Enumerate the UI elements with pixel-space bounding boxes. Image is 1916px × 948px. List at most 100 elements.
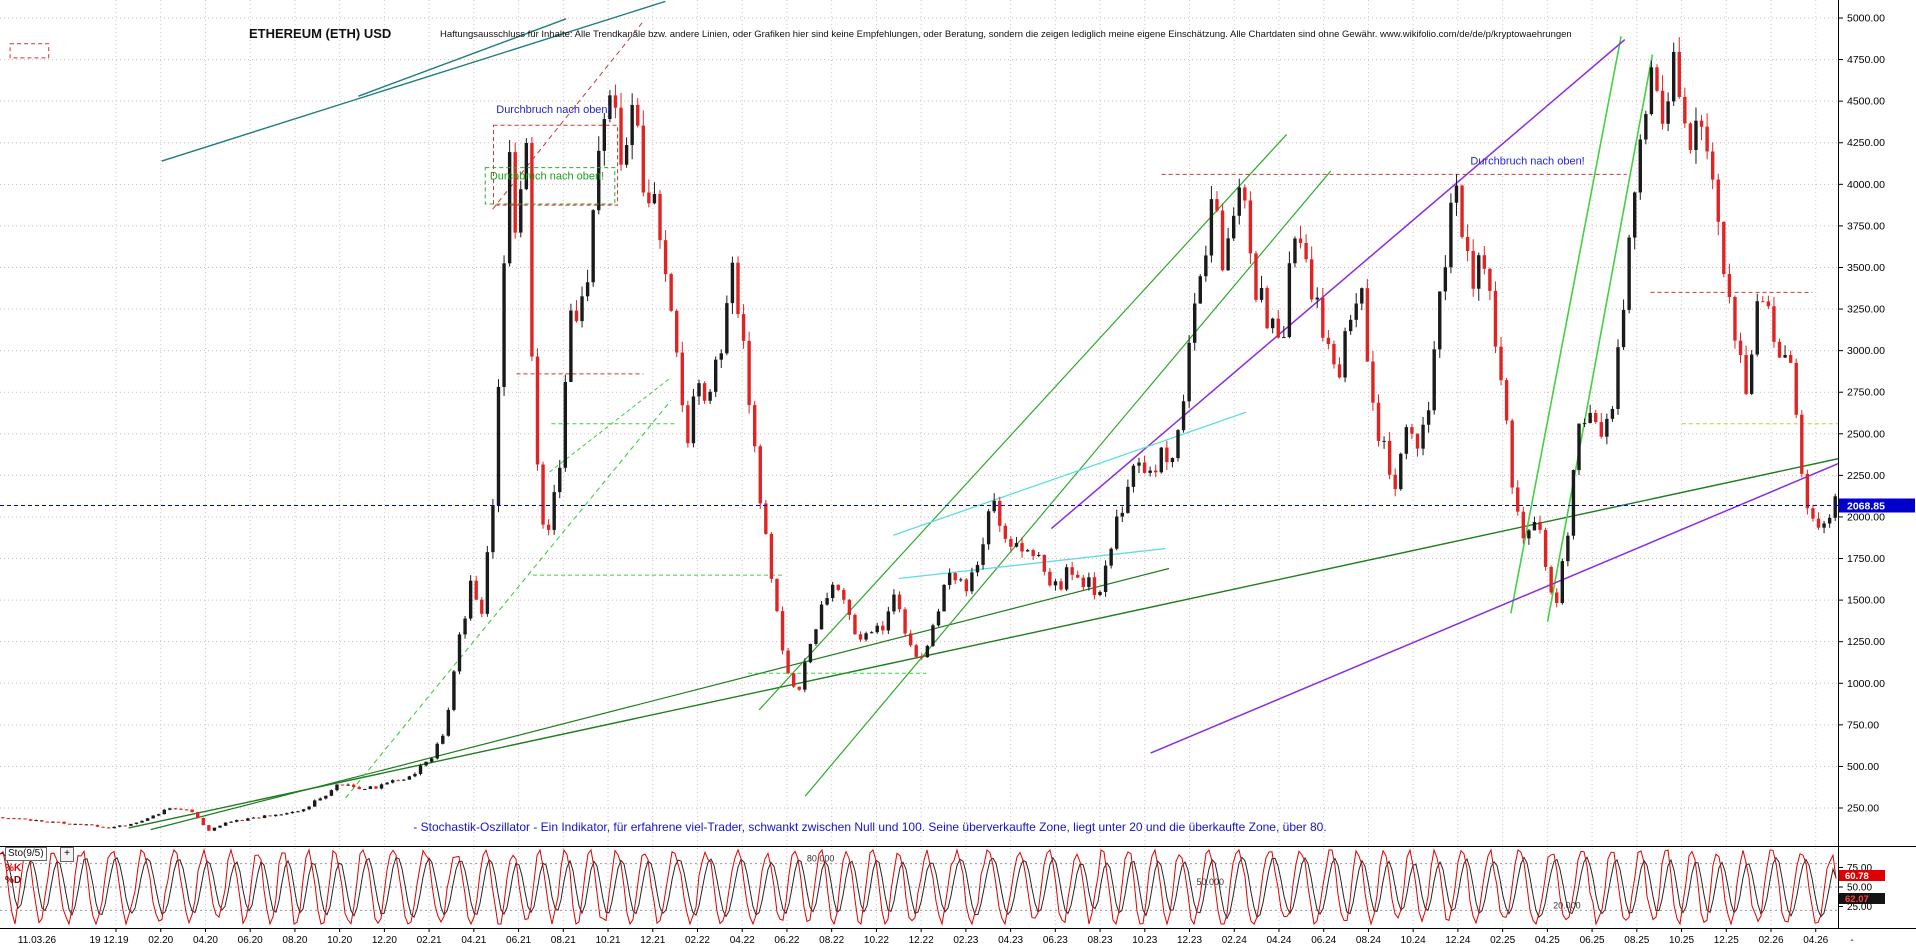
candle <box>1126 486 1130 513</box>
candle <box>1259 288 1264 300</box>
candle <box>1142 462 1147 473</box>
candle <box>886 611 891 631</box>
candle <box>608 95 612 120</box>
x-tick-label: 04.21 <box>461 935 486 946</box>
candle <box>1833 496 1837 518</box>
candle <box>524 143 529 190</box>
candle <box>964 579 969 592</box>
x-tick-label: 10.22 <box>864 935 889 946</box>
candle <box>357 787 361 790</box>
candle <box>73 823 77 825</box>
candle <box>574 310 579 322</box>
candle <box>780 611 785 651</box>
oscillator-tick-label: 25.00 <box>1847 902 1872 913</box>
add-indicator-button[interactable]: + <box>60 847 74 862</box>
candle <box>1276 318 1280 338</box>
candle <box>1671 51 1676 102</box>
candle <box>179 808 183 810</box>
breakout-annotation: Durchbruch nach oben! <box>490 170 604 182</box>
candle <box>836 584 840 590</box>
current-price-badge <box>1839 498 1915 513</box>
candle <box>1727 274 1732 298</box>
candle <box>201 817 205 826</box>
candle <box>1477 255 1481 289</box>
x-tick-label: 10.25 <box>1669 935 1694 946</box>
candle <box>1187 342 1191 402</box>
x-tick-label: 04.22 <box>730 935 755 946</box>
panel-borders <box>0 0 1916 929</box>
x-tick-label: 12.22 <box>909 935 934 946</box>
x-tick-label: 10.23 <box>1132 935 1157 946</box>
candle <box>931 625 935 646</box>
candle <box>814 629 818 644</box>
candle <box>1649 67 1654 115</box>
stochastic-indicator-label[interactable]: Sto(9/5) <box>5 847 47 861</box>
candle <box>1777 341 1782 358</box>
candle <box>647 192 651 204</box>
candle <box>396 780 400 782</box>
candle <box>1120 512 1124 517</box>
candle <box>1677 51 1681 97</box>
candle <box>1716 179 1720 222</box>
candle <box>1610 408 1615 419</box>
candle <box>842 589 846 600</box>
candle <box>981 544 985 565</box>
candle <box>1282 337 1286 339</box>
candle <box>379 784 384 789</box>
oscillator-description: - Stochastik-Oszillator - Ein Indikator,… <box>413 820 1327 834</box>
candle <box>1549 566 1553 593</box>
x-tick-label: 06.24 <box>1311 935 1336 946</box>
candle <box>903 609 907 634</box>
x-tick-label: 02.25 <box>1490 935 1515 946</box>
candle <box>830 584 835 599</box>
candle <box>1231 215 1236 239</box>
candle <box>1332 344 1336 365</box>
y-tick-label: 1250.00 <box>1847 636 1885 648</box>
candle <box>106 827 111 829</box>
candle <box>1387 440 1392 475</box>
candle <box>1688 123 1693 150</box>
candle <box>346 784 350 786</box>
y-tick-label: 250.00 <box>1847 803 1879 815</box>
candle <box>1360 288 1364 304</box>
candle <box>1744 355 1748 394</box>
candle <box>502 263 506 387</box>
candle <box>1733 297 1737 341</box>
candle <box>474 580 478 600</box>
candle <box>1699 120 1704 127</box>
y-tick-label: 1750.00 <box>1847 553 1885 565</box>
candle <box>1755 301 1759 355</box>
x-tick-label: 08.24 <box>1356 935 1381 946</box>
candle <box>1605 418 1609 437</box>
candle <box>1248 200 1253 254</box>
candle <box>1393 474 1397 490</box>
candle <box>1594 412 1598 423</box>
x-tick-label: 06.20 <box>238 935 263 946</box>
candle <box>17 818 22 820</box>
candle <box>385 782 389 785</box>
y-tick-label: 2750.00 <box>1847 387 1885 399</box>
candle <box>597 150 601 211</box>
y-tick-label: 4000.00 <box>1847 179 1885 191</box>
candle <box>56 821 61 823</box>
candle <box>541 464 545 525</box>
candle <box>1382 440 1386 442</box>
candle <box>140 820 144 823</box>
y-tick-label: 3500.00 <box>1847 262 1885 274</box>
candle <box>1761 301 1765 303</box>
candle <box>591 210 595 283</box>
x-tick-label: 08.20 <box>282 935 307 946</box>
candle <box>1009 538 1013 547</box>
y-tick-label: 5000.00 <box>1847 13 1885 25</box>
candle <box>714 359 718 392</box>
candle <box>134 822 139 824</box>
candle <box>1443 267 1448 292</box>
candle <box>513 152 517 233</box>
candle <box>675 310 679 353</box>
candle <box>235 820 239 822</box>
candle <box>446 709 451 736</box>
candle <box>1638 139 1642 193</box>
y-tick-label: 2250.00 <box>1847 470 1885 482</box>
candle <box>1137 462 1141 466</box>
